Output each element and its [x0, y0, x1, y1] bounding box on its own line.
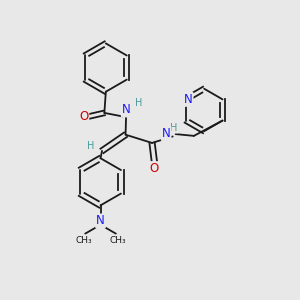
Text: N: N — [122, 103, 130, 116]
Text: H: H — [87, 141, 94, 151]
Text: N: N — [162, 127, 171, 140]
Text: CH₃: CH₃ — [109, 236, 126, 244]
Text: N: N — [96, 214, 105, 227]
Text: CH₃: CH₃ — [75, 236, 92, 244]
Text: O: O — [150, 162, 159, 175]
Text: H: H — [135, 98, 142, 108]
Text: H: H — [170, 123, 178, 133]
Text: N: N — [184, 93, 193, 106]
Text: O: O — [79, 110, 88, 123]
